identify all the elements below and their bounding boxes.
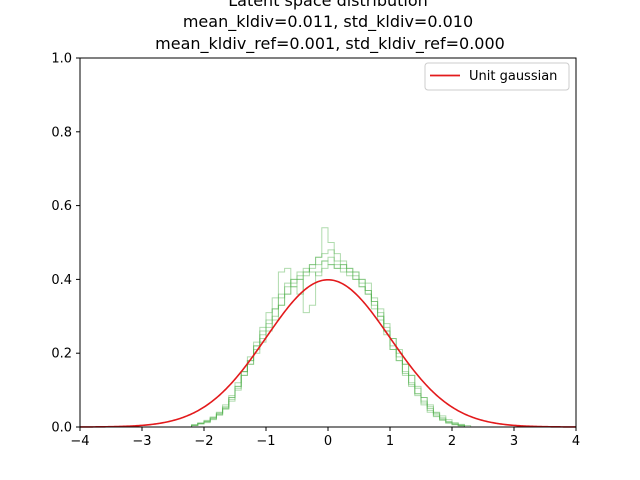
legend: Unit gaussian bbox=[424, 62, 570, 91]
unit-gaussian-curve bbox=[80, 278, 576, 428]
x-tick-label: −1 bbox=[256, 434, 275, 449]
x-tick-label: −4 bbox=[70, 434, 89, 449]
plot-area: −4 −3 −2 −1 0 1 2 3 4 0.0 0.2 0.4 0.6 0.8 1.0 bbox=[51, 52, 580, 450]
x-tick-label: 0 bbox=[324, 434, 332, 449]
y-tick-label: 0.0 bbox=[51, 421, 72, 436]
title-line-1: Latent space distribution bbox=[228, 0, 428, 10]
x-tick-label: −2 bbox=[194, 434, 213, 449]
title-line-2: mean_kldiv=0.011, std_kldiv=0.010 bbox=[183, 12, 473, 32]
x-tick-label: −3 bbox=[132, 434, 151, 449]
title-line-3: mean_kldiv_ref=0.001, std_kldiv_ref=0.00… bbox=[155, 34, 505, 54]
x-tick-label: 4 bbox=[572, 434, 580, 449]
y-tick-label: 0.4 bbox=[51, 273, 72, 288]
legend-label-unit-gaussian: Unit gaussian bbox=[469, 69, 557, 84]
histogram-4 bbox=[191, 260, 465, 427]
x-tick-label: 3 bbox=[510, 434, 518, 449]
legend-box bbox=[424, 62, 570, 91]
x-tick-label: 2 bbox=[448, 434, 456, 449]
chart-title: Latent space distribution mean_kldiv=0.0… bbox=[155, 0, 505, 54]
histogram-5 bbox=[191, 264, 465, 427]
histograms-group bbox=[191, 227, 472, 427]
histogram-1 bbox=[191, 249, 472, 427]
y-tick-label: 0.8 bbox=[51, 125, 72, 140]
y-axis: 0.0 0.2 0.4 0.6 0.8 1.0 bbox=[51, 52, 80, 436]
x-axis: −4 −3 −2 −1 0 1 2 3 4 bbox=[70, 427, 580, 449]
histogram-3 bbox=[191, 256, 465, 427]
y-tick-label: 1.0 bbox=[51, 52, 72, 67]
y-tick-label: 0.2 bbox=[51, 347, 72, 362]
y-tick-label: 0.6 bbox=[51, 199, 72, 214]
x-tick-label: 1 bbox=[386, 434, 394, 449]
histogram-2 bbox=[191, 227, 465, 427]
